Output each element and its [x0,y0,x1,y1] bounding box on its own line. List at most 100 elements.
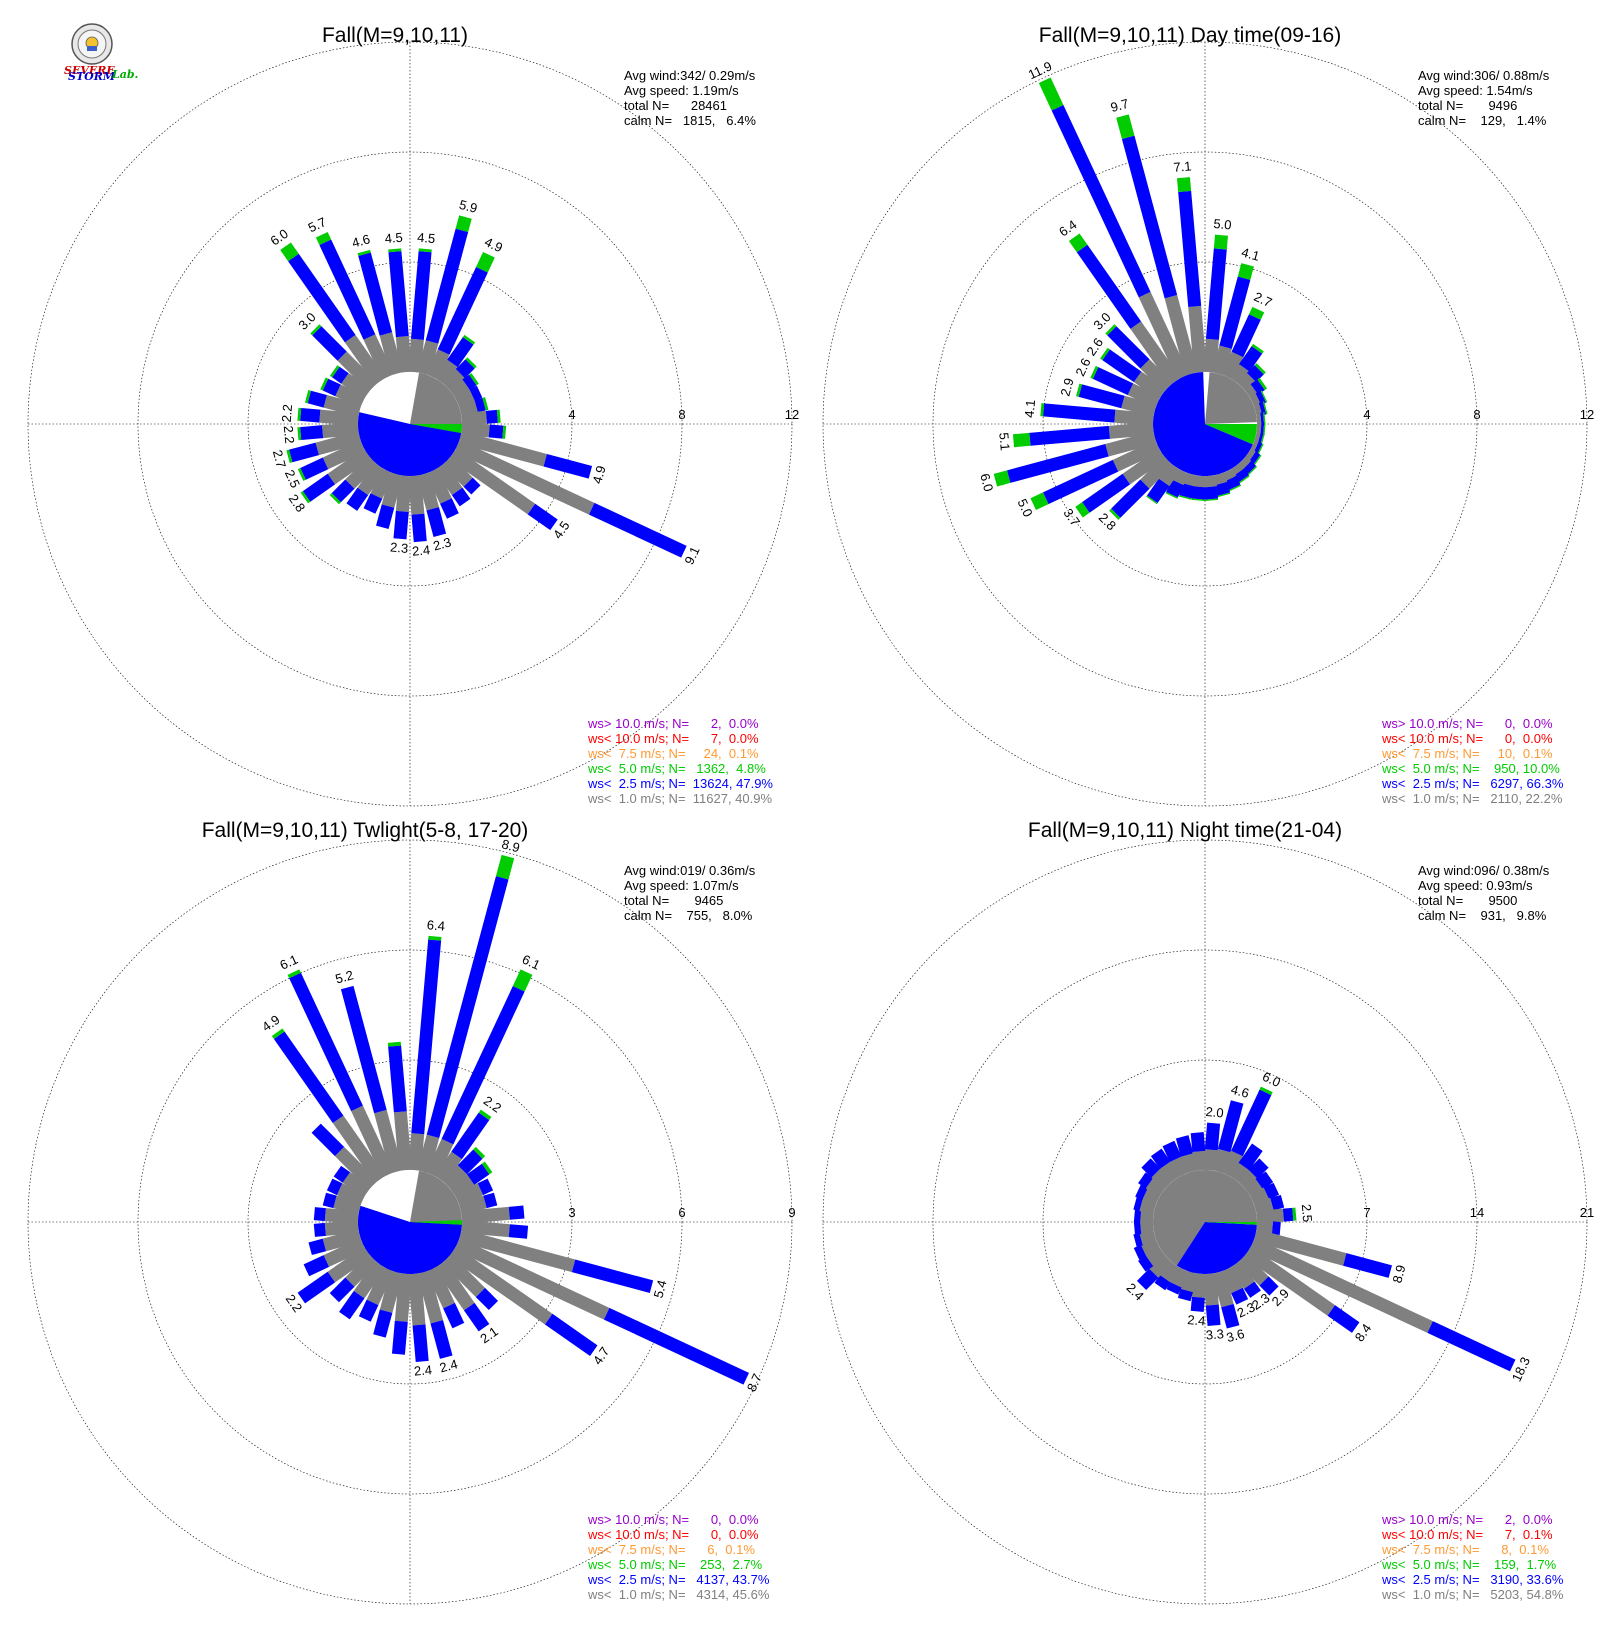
wind-bar-segment [345,456,378,489]
wind-bar-segment [1219,276,1251,349]
wind-bar-segment [1133,1196,1143,1212]
wind-bar-segment [370,468,394,499]
wind-bar-segment [1150,1148,1171,1169]
wind-bar-segment [322,1229,362,1252]
wind-bar-segment [388,1045,407,1113]
wind-bar-segment [1228,484,1242,492]
wind-bar-segment [437,266,488,355]
wind-bar-segment [1282,1207,1294,1222]
legend-entry: ws< 10.0 m/s; N= 7, 0.0% [587,731,759,746]
wind-bar-segment [496,409,501,423]
wind-bar-segment [286,449,293,463]
wind-bar-segment [1292,1207,1297,1221]
bar-total-label: 2.4 [438,1356,459,1375]
wind-bar-segment [1259,1086,1273,1096]
wind-bar-segment [393,510,409,540]
wind-bar-segment [1162,1140,1182,1162]
wind-bar-segment [417,1270,444,1324]
logo-line2: STORM [68,70,116,83]
wind-bar-segment [1214,481,1231,496]
wind-bar-segment [287,969,301,979]
wind-bar-segment [1140,359,1173,392]
wind-bar-segment [327,448,372,485]
bar-total-label: 2.3 [390,539,409,556]
wind-bar-segment [395,336,412,373]
bar-total-label: 6.0 [1260,1069,1283,1090]
wind-bar-segment [322,422,359,439]
wind-bar-segment [1100,347,1110,361]
bar-total-label: 2.3 [431,534,452,553]
ring-label: 12 [785,407,799,422]
calm-pie-slice [1153,372,1253,476]
calm-pie-slice [358,1205,462,1275]
wind-bar-segment [1188,305,1207,373]
wind-bar-segment [323,1238,366,1267]
wind-bar-segment [1257,377,1268,391]
wind-bar-segment [1251,343,1264,354]
ring-label: 21 [1580,1205,1594,1220]
wind-bar-segment [1135,1184,1148,1200]
legend-entry: ws> 10.0 m/s; N= 2, 0.0% [587,716,759,731]
bar-total-label: 2.4 [1187,1312,1206,1329]
bar-total-label: 2.4 [413,1362,432,1379]
wind-bar-segment [335,384,366,408]
stats-line: calm N= 755, 8.0% [624,908,753,923]
wind-bar-segment [351,1105,394,1178]
wind-bar-segment [448,379,470,400]
wind-bar-segment [340,985,387,1114]
legend-entry: ws< 10.0 m/s; N= 7, 0.1% [1381,1527,1553,1542]
bar-total-label: 6.1 [277,952,300,973]
wind-bar-segment [1255,1171,1274,1190]
wind-bar-segment [300,425,324,441]
wind-bar-segment [1127,383,1161,408]
legend-entry: ws< 7.5 m/s; N= 8, 0.1% [1381,1542,1549,1557]
wind-bar-segment [289,972,363,1112]
wind-bar-segment [1243,1246,1335,1316]
wind-bar-segment [1109,508,1121,520]
stats-line: Avg wind:342/ 0.29m/s [624,68,756,83]
wind-bar-segment [1205,1304,1221,1327]
wind-bar-segment [326,1178,343,1196]
wind-bar-segment [1051,104,1151,298]
bar-total-label: 2.2 [281,425,298,444]
wind-bar-segment [1082,473,1131,513]
wind-bar-segment [1260,390,1268,403]
logo-line3: Lab. [111,68,139,81]
wind-bar-segment [448,448,536,515]
wind-bar-segment [1237,263,1254,280]
bar-total-label: 5.7 [306,214,329,235]
wind-bar-segment [320,377,329,391]
wind-bar-segment [426,507,447,538]
wind-bar-segment [588,502,687,558]
bar-total-label: 4.6 [350,231,371,250]
wind-bar-segment [1263,1182,1280,1200]
stats-line: Avg speed: 0.93m/s [1418,878,1533,893]
wind-bar-segment [344,334,386,386]
wind-bar-segment [476,252,495,273]
wind-bar-segment [1175,1135,1194,1157]
wind-bar-segment [271,1028,285,1039]
wind-bar-segment [329,1277,355,1303]
wind-bar-segment [1253,1229,1347,1266]
wind-bar-segment [1040,403,1045,417]
wind-bar-segment [426,1138,454,1178]
wind-bar-segment [426,1266,455,1309]
bar-total-label: 2.5 [282,467,303,490]
wind-bar-segment [440,498,459,519]
wind-bar-segment [428,935,442,941]
wind-bar-segment [1221,1303,1240,1329]
wind-bar-segment [1190,1132,1206,1152]
ring-label: 6 [678,1205,685,1220]
wind-rose-panel-4: 7 14 212.04.66.02.58.918.38.42.92.32.33.63… [822,819,1594,1605]
stats-line: calm N= 129, 1.4% [1418,113,1547,128]
wind-bar-segment [1145,1246,1167,1267]
wind-bar-segment [1105,324,1117,336]
wind-bar-segment [477,1178,494,1196]
wind-bar-segment [379,332,403,376]
wind-bar-segment [1105,431,1157,457]
bar-total-label: 8.9 [1389,1263,1408,1284]
wind-bar-segment [300,491,311,504]
wind-bar-segment [474,397,486,413]
legend-entry: ws< 2.5 m/s; N= 3190, 33.6% [1381,1572,1564,1587]
wind-rose-panel-1: 4 8 124.55.94.94.99.14.52.32.42.32.82.52.7… [27,24,799,807]
